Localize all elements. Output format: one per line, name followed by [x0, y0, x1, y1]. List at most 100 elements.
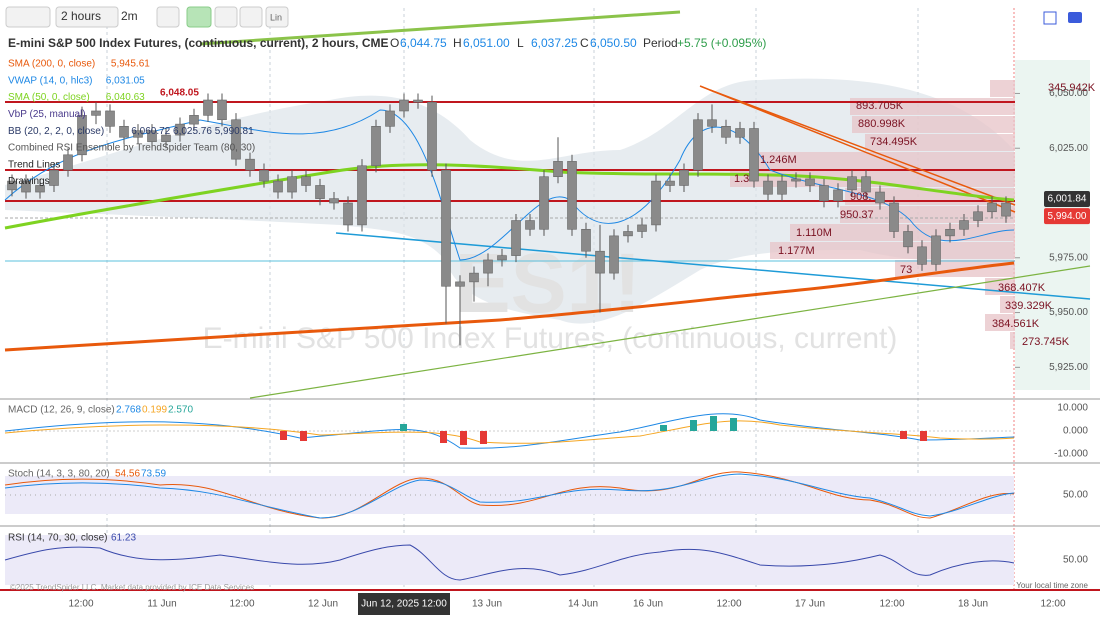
candle-body [469, 272, 479, 283]
candle-body [7, 180, 17, 191]
rsi-value: 61.23 [111, 533, 136, 544]
price-tick-label: 5,975.00 [1049, 252, 1088, 263]
candle-body [707, 119, 717, 127]
candle-body [735, 128, 745, 138]
candle-body [889, 202, 899, 232]
trend-line [335, 232, 1091, 300]
candle-body [343, 202, 353, 226]
stoch-value: 54.56 [115, 469, 140, 480]
trend-line [249, 265, 1091, 399]
candle-body [791, 178, 801, 182]
candle-body [763, 180, 773, 195]
chart-title: E-mini S&P 500 Index Futures, (continuou… [8, 36, 389, 50]
interval: 2 hours [61, 9, 101, 23]
ohlc-low-label: L [517, 36, 524, 50]
autotrend-button[interactable] [186, 6, 212, 28]
candle-body [665, 180, 675, 186]
stoch-pane [4, 471, 1015, 519]
crosshair-button[interactable] [239, 6, 263, 28]
indicator-label: Drawings [8, 176, 50, 187]
interval-button[interactable] [55, 6, 119, 28]
time-label: Jun 12, 2025 12:00 [361, 599, 447, 610]
candle-body [903, 231, 913, 248]
time-button[interactable] [214, 6, 238, 28]
candle-body [847, 176, 857, 191]
candle-body [525, 220, 535, 230]
candle-body [133, 130, 143, 138]
volume-label: 1.246M [760, 154, 797, 166]
time-label: 12:00 [229, 599, 254, 610]
time-label: 14 Jun [568, 599, 598, 610]
macd-label: MACD (12, 26, 9, close) [8, 405, 115, 416]
candle-body [329, 198, 339, 204]
candle-body [441, 169, 451, 287]
indicator-value: 6,040.63 [106, 92, 145, 103]
interval-short[interactable]: 2m [121, 9, 138, 23]
candle-body [595, 250, 605, 274]
fullscreen-button[interactable] [1043, 11, 1057, 25]
candle-body [637, 224, 647, 232]
candle-body [749, 128, 759, 182]
time-label: 12:00 [879, 599, 904, 610]
candle-body [21, 180, 31, 193]
price-tick-label: 6,050.00 [1049, 88, 1088, 99]
volume-label: 384.561K [992, 318, 1040, 330]
candle-body [1001, 202, 1011, 217]
candle-body [861, 176, 871, 193]
candle-body [567, 161, 577, 230]
candle-body [385, 110, 395, 127]
volume-label: 1.3 [734, 173, 749, 185]
indicator-label: BB (20, 2, 2, 0, close) [8, 126, 104, 137]
candle-body [49, 169, 59, 186]
candle-body [147, 130, 157, 142]
time-label: 13 Jun [472, 599, 502, 610]
time-label: 18 Jun [958, 599, 988, 610]
candle-body [245, 158, 255, 171]
candle-body [91, 110, 101, 116]
ohlc-close-label: C [580, 36, 589, 50]
macd-value: 0.199 [142, 405, 167, 416]
copyright: ©2025 TrendSpider LLC. Market data provi… [10, 583, 254, 592]
candle-body [819, 185, 829, 202]
candle-body [189, 115, 199, 125]
candle-body [287, 176, 297, 193]
ohlc-low: 6,037.25 [531, 36, 578, 50]
candle-body [427, 101, 437, 171]
volume-labels: 345.942K 893.705K 880.998K 734.495K 1.246M 1.… [734, 82, 1096, 348]
rsi-label: RSI (14, 70, 30, close) [8, 533, 108, 544]
sma-200 [4, 261, 1015, 352]
price-tick-label: 5,925.00 [1049, 362, 1088, 373]
ohlc-open-label: O [390, 36, 399, 50]
indicator-value: 6,060.72 6,025.76 5,990.81 [131, 126, 254, 137]
indicator-legend: SMA (200, 0, close) 5,945.61 VWAP (14, 0, … [8, 59, 255, 188]
candle-body [511, 220, 521, 256]
volume-label: 1.110M [796, 227, 832, 239]
volume-label: 339.329K [1005, 300, 1053, 312]
volume-label: 273.745K [1022, 336, 1070, 348]
pane-separators [0, 398, 1100, 591]
candle-body [581, 228, 591, 252]
value-area [1015, 60, 1090, 390]
rsi-pane [4, 535, 1015, 585]
settings-button[interactable] [156, 6, 180, 28]
candle-body [623, 231, 633, 237]
price-tag-label: 5,994.00 [1048, 211, 1087, 222]
price-tick-label: 6,025.00 [1049, 143, 1088, 154]
volume-label: 908. [850, 191, 871, 203]
indicator-label: SMA (200, 0, close) [8, 59, 95, 70]
scale-button[interactable] [265, 6, 289, 28]
candle-body [371, 126, 381, 167]
candle-body [805, 178, 815, 186]
candle-body [399, 99, 409, 112]
time-label: 12:00 [716, 599, 741, 610]
candle-body [35, 185, 45, 193]
scale-label: Lin [270, 12, 282, 22]
screenshot-button[interactable] [1068, 12, 1082, 23]
candle-body [63, 154, 73, 171]
ohlc-high-label: H [453, 36, 462, 50]
time-label: 11 Jun [147, 599, 176, 610]
candle-body [357, 165, 367, 226]
stoch-axis-label: 50.00 [1063, 490, 1088, 501]
time-label: 16 Jun [633, 599, 663, 610]
chart-type-button[interactable] [5, 6, 51, 28]
